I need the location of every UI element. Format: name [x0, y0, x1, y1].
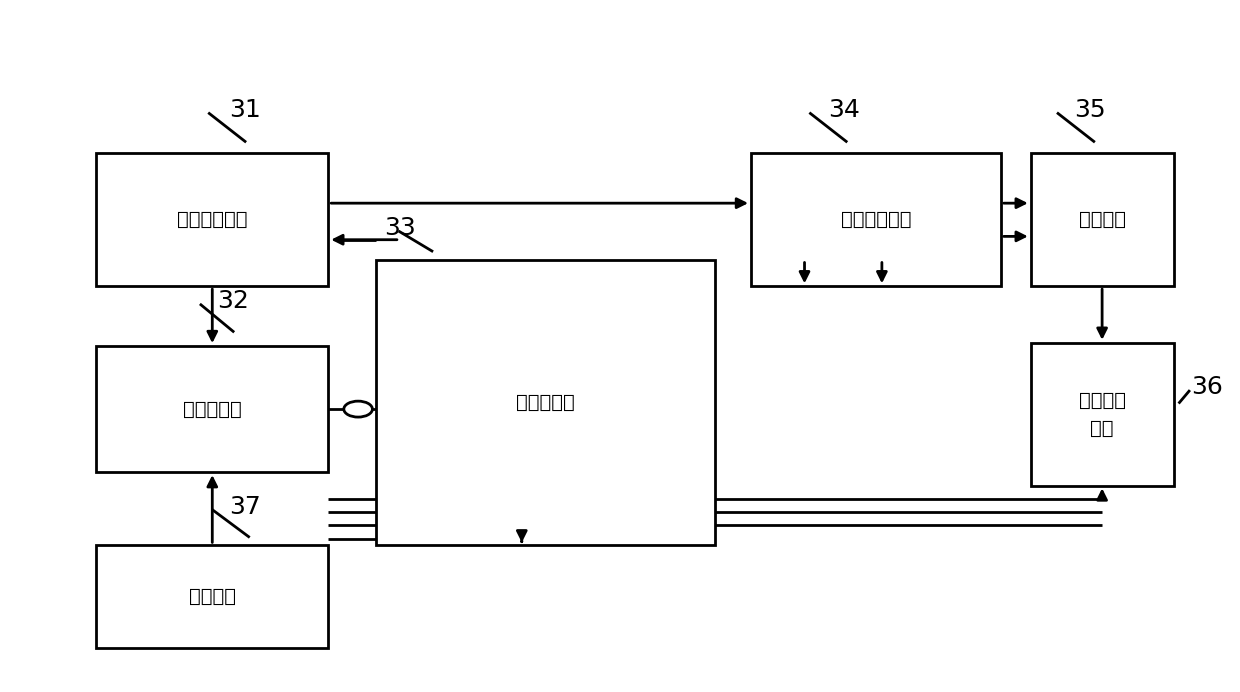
Bar	[97, 346, 329, 472]
Bar	[376, 260, 715, 545]
Bar	[1030, 343, 1173, 486]
Text: 37: 37	[229, 495, 260, 519]
Text: 34: 34	[828, 98, 859, 122]
Bar	[97, 545, 329, 648]
Circle shape	[343, 401, 372, 417]
Text: 36: 36	[1190, 375, 1223, 399]
Text: 电源模块: 电源模块	[188, 588, 236, 606]
Text: 数模转换模块: 数模转换模块	[841, 210, 911, 229]
Text: 33: 33	[384, 216, 415, 239]
Text: 32: 32	[217, 289, 249, 313]
Text: 模数转换器: 模数转换器	[184, 399, 242, 419]
Bar	[751, 154, 1001, 286]
Text: 数字处理器: 数字处理器	[516, 393, 575, 412]
Bar	[97, 154, 329, 286]
Text: 31: 31	[229, 98, 260, 122]
Text: 时钟网络模块: 时钟网络模块	[177, 210, 248, 229]
Text: 35: 35	[1074, 98, 1106, 122]
Text: 信号合成
模块: 信号合成 模块	[1079, 390, 1126, 437]
Bar	[1030, 154, 1173, 286]
Text: 滤波模块: 滤波模块	[1079, 210, 1126, 229]
